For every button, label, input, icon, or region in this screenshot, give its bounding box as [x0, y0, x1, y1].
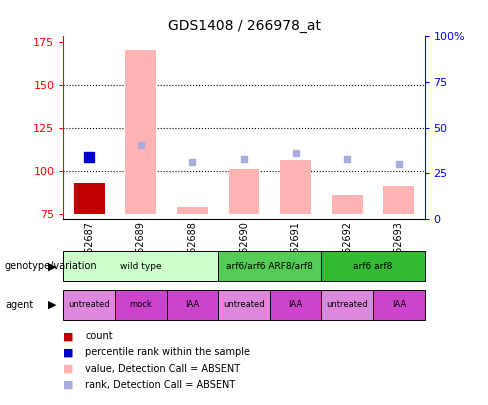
Bar: [322, 251, 425, 281]
Text: untreated: untreated: [223, 300, 265, 309]
Bar: [270, 290, 322, 320]
Text: untreated: untreated: [326, 300, 368, 309]
Text: value, Detection Call = ABSENT: value, Detection Call = ABSENT: [85, 364, 241, 373]
Bar: [115, 290, 166, 320]
Text: rank, Detection Call = ABSENT: rank, Detection Call = ABSENT: [85, 380, 236, 390]
Bar: [125, 50, 156, 213]
Text: mock: mock: [129, 300, 152, 309]
Bar: [373, 290, 425, 320]
Bar: [218, 290, 270, 320]
Text: ■: ■: [63, 331, 74, 341]
Text: percentile rank within the sample: percentile rank within the sample: [85, 347, 250, 357]
Text: IAA: IAA: [392, 300, 406, 309]
Bar: [63, 251, 218, 281]
Bar: [332, 195, 363, 213]
Bar: [177, 207, 208, 213]
Text: count: count: [85, 331, 113, 341]
Text: wild type: wild type: [120, 262, 162, 271]
Text: ■: ■: [63, 364, 74, 373]
Text: IAA: IAA: [185, 300, 200, 309]
Bar: [166, 290, 218, 320]
Text: ▶: ▶: [48, 300, 56, 310]
Bar: [63, 290, 115, 320]
Text: ■: ■: [63, 347, 74, 357]
Text: IAA: IAA: [288, 300, 303, 309]
Text: arf6 arf8: arf6 arf8: [353, 262, 393, 271]
Bar: [74, 183, 105, 213]
Bar: [322, 290, 373, 320]
Text: genotype/variation: genotype/variation: [5, 261, 98, 271]
Text: agent: agent: [5, 300, 33, 310]
Text: ■: ■: [63, 380, 74, 390]
Bar: [280, 160, 311, 213]
Text: untreated: untreated: [68, 300, 110, 309]
Bar: [218, 251, 322, 281]
Bar: [383, 186, 414, 213]
Bar: [228, 169, 260, 213]
Title: GDS1408 / 266978_at: GDS1408 / 266978_at: [167, 19, 321, 33]
Text: arf6/arf6 ARF8/arf8: arf6/arf6 ARF8/arf8: [226, 262, 313, 271]
Text: ▶: ▶: [48, 261, 56, 271]
